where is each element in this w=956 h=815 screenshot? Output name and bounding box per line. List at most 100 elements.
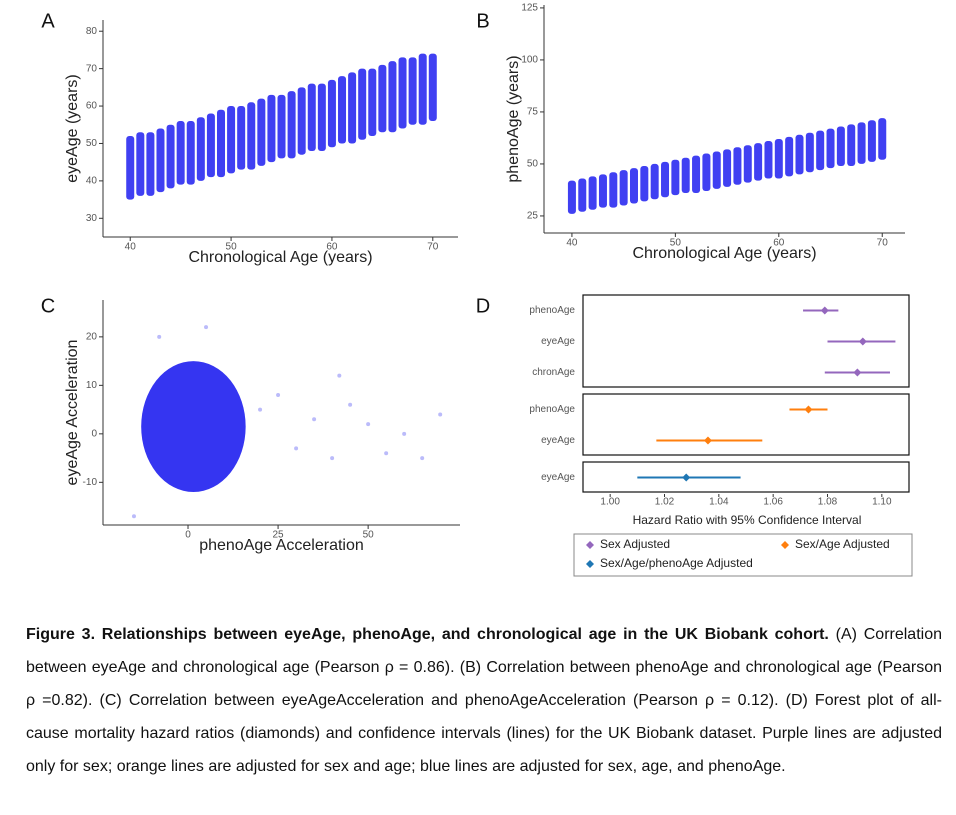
- x-tick-label: 1.04: [709, 497, 729, 508]
- caption-text: (A) Correlation between eyeAge and chron…: [26, 626, 943, 775]
- x-tick-label: 50: [226, 242, 238, 253]
- x-axis-title: Hazard Ratio with 95% Confidence Interva…: [633, 513, 862, 527]
- point: [348, 402, 353, 407]
- point-column: [317, 83, 326, 151]
- x-tick-label: 1.10: [872, 497, 892, 508]
- point-column: [408, 57, 417, 125]
- point-column: [146, 132, 155, 196]
- point-column: [398, 57, 407, 129]
- point-column: [186, 121, 195, 185]
- point-column: [247, 102, 256, 170]
- estimate-diamond: [682, 473, 691, 482]
- legend-marker: [781, 541, 789, 549]
- point-column: [428, 53, 437, 122]
- panel-label: D: [476, 295, 490, 317]
- point-column: [712, 151, 721, 189]
- point-column: [795, 134, 804, 175]
- x-axis-title: Chronological Age (years): [188, 249, 372, 266]
- legend-label: Sex/Age Adjusted: [795, 537, 890, 551]
- point-column: [388, 61, 397, 133]
- point-column: [661, 161, 670, 198]
- caption-title: Figure 3. Relationships between eyeAge, …: [26, 626, 829, 643]
- point: [337, 373, 342, 378]
- point-column: [805, 132, 814, 173]
- point-column: [567, 180, 576, 214]
- point-column: [378, 64, 387, 133]
- y-tick-label: 75: [527, 107, 539, 118]
- point-column: [774, 138, 783, 179]
- point-column: [785, 136, 794, 177]
- point-column: [368, 68, 377, 136]
- row-label: chronAge: [532, 367, 575, 378]
- row-label: eyeAge: [541, 435, 575, 446]
- point-column: [297, 87, 306, 155]
- point-column: [156, 128, 165, 193]
- estimate-diamond: [858, 337, 867, 346]
- y-axis-title: eyeAge (years): [64, 74, 81, 183]
- point: [438, 412, 443, 417]
- point: [384, 451, 389, 456]
- x-tick-label: 60: [773, 238, 785, 249]
- panel-label: C: [41, 295, 55, 317]
- point-column: [176, 121, 185, 185]
- row-label: phenoAge: [529, 404, 575, 415]
- row-label: eyeAge: [541, 336, 575, 347]
- point-column: [136, 132, 145, 196]
- row-label: eyeAge: [541, 472, 575, 483]
- point-column: [237, 106, 246, 170]
- point-column: [754, 143, 763, 181]
- point-column: [629, 168, 638, 204]
- point-column: [692, 155, 701, 194]
- point-column: [358, 68, 367, 140]
- legend-box: [573, 533, 913, 577]
- point-column: [878, 118, 887, 160]
- panel-label: B: [476, 10, 489, 32]
- point-column: [126, 135, 135, 200]
- point-column: [307, 83, 316, 151]
- legend-marker: [586, 560, 594, 568]
- y-tick-label: 25: [527, 211, 539, 222]
- point-column: [764, 141, 773, 179]
- legend-label: Sex Adjusted: [600, 537, 670, 551]
- y-tick-label: 80: [86, 26, 98, 37]
- x-tick-label: 70: [877, 238, 889, 249]
- x-tick-label: 50: [363, 530, 375, 541]
- point-column: [418, 53, 427, 125]
- x-tick-label: 1.02: [655, 497, 675, 508]
- point-column: [338, 76, 347, 144]
- y-tick-label: 125: [521, 3, 538, 14]
- y-tick-label: -10: [83, 477, 98, 488]
- y-tick-label: 60: [86, 101, 98, 112]
- estimate-diamond: [804, 405, 813, 414]
- point-column: [227, 106, 236, 174]
- estimate-diamond: [820, 306, 829, 315]
- x-axis-title: Chronological Age (years): [632, 245, 816, 262]
- point: [258, 407, 263, 412]
- y-tick-label: 10: [86, 380, 98, 391]
- point: [276, 393, 281, 398]
- y-tick-label: 30: [86, 213, 98, 224]
- y-tick-label: 0: [91, 428, 97, 439]
- row-label: phenoAge: [529, 305, 575, 316]
- point: [294, 446, 299, 451]
- point-column: [702, 153, 711, 191]
- point-column: [619, 170, 628, 206]
- y-tick-label: 100: [521, 55, 538, 66]
- point-column: [743, 145, 752, 183]
- y-axis-title: eyeAge Acceleration: [64, 340, 81, 486]
- point-column: [826, 128, 835, 169]
- y-tick-label: 70: [86, 63, 98, 74]
- point-column: [640, 166, 649, 202]
- point-column: [206, 113, 215, 178]
- x-tick-label: 25: [273, 530, 285, 541]
- legend-marker: [586, 541, 594, 549]
- y-tick-label: 50: [86, 138, 98, 149]
- estimate-diamond: [703, 436, 712, 445]
- x-tick-label: 1.08: [818, 497, 838, 508]
- panel-label: A: [41, 10, 55, 32]
- point-column: [196, 117, 205, 181]
- point: [131, 514, 136, 519]
- point-column: [857, 122, 866, 164]
- x-tick-label: 1.00: [600, 497, 620, 508]
